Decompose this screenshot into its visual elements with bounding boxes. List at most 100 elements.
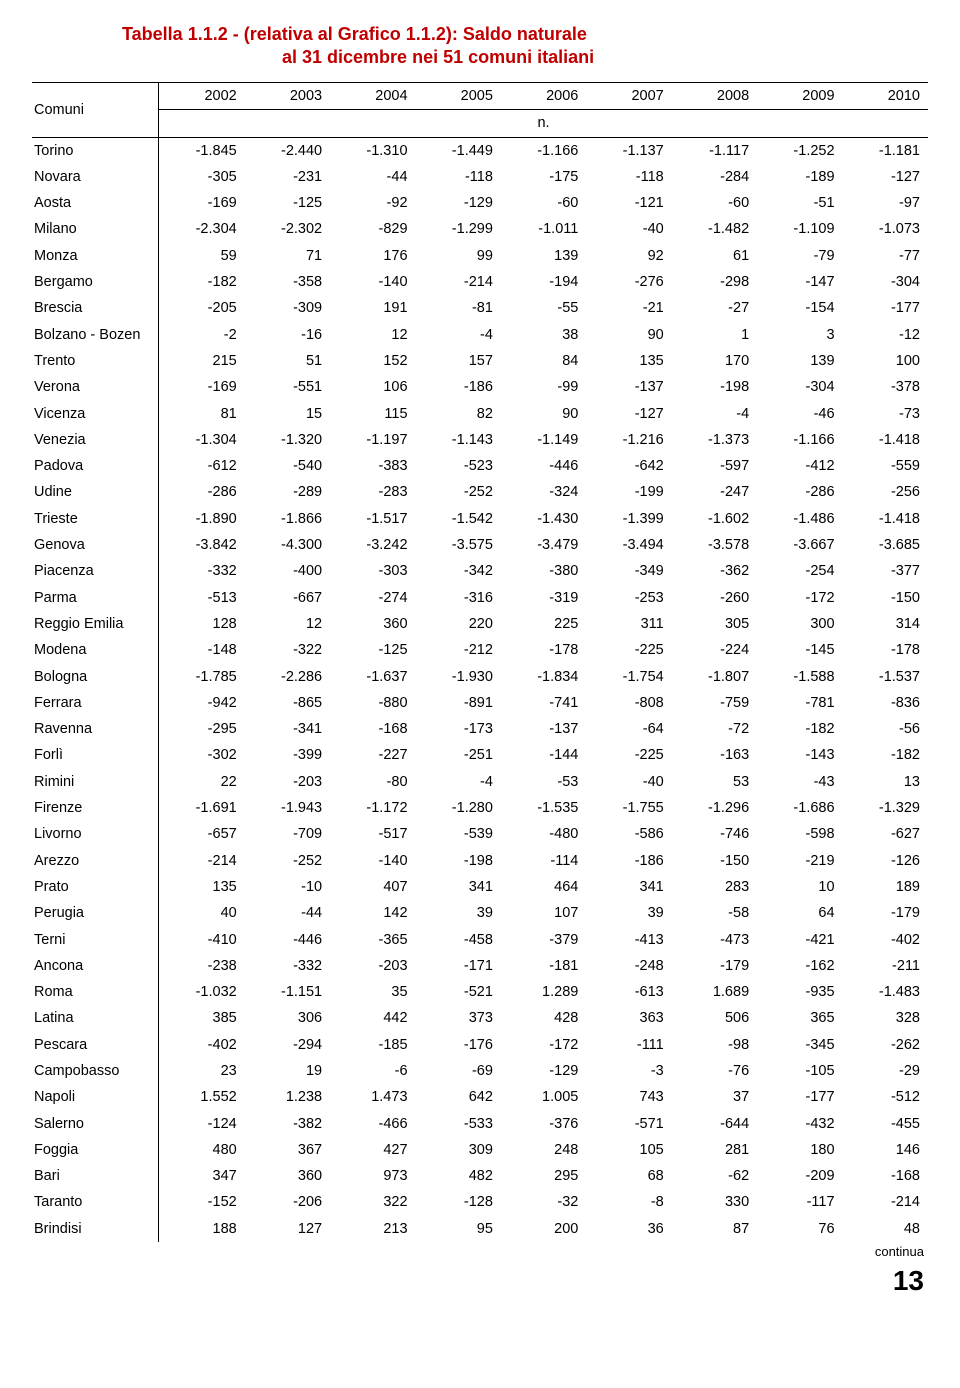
cell-value: -935 [757,979,842,1005]
cell-value: 128 [159,611,245,637]
table-row: Bologna-1.785-2.286-1.637-1.930-1.834-1.… [32,664,928,690]
cell-value: -154 [757,295,842,321]
cell-value: 157 [416,348,501,374]
cell-value: 13 [843,769,928,795]
cell-value: -214 [159,848,245,874]
cell-value: -644 [672,1111,757,1137]
cell-value: -540 [245,453,330,479]
cell-value: 40 [159,900,245,926]
header-unit-label: n. [159,110,929,137]
cell-value: -746 [672,821,757,847]
row-name: Venezia [32,427,159,453]
cell-value: -1.834 [501,664,586,690]
cell-value: -1.310 [330,137,415,164]
cell-value: -44 [330,164,415,190]
cell-value: 139 [501,243,586,269]
cell-value: -1.252 [757,137,842,164]
row-name: Bergamo [32,269,159,295]
table-row: Ferrara-942-865-880-891-741-808-759-781-… [32,690,928,716]
cell-value: 115 [330,401,415,427]
cell-value: -1.296 [672,795,757,821]
cell-value: -56 [843,716,928,742]
table-row: Parma-513-667-274-316-319-253-260-172-15… [32,585,928,611]
cell-value: -21 [586,295,671,321]
cell-value: -194 [501,269,586,295]
table-row: Modena-148-322-125-212-178-225-224-145-1… [32,637,928,663]
cell-value: -137 [501,716,586,742]
cell-value: -533 [416,1111,501,1137]
cell-value: -152 [159,1189,245,1215]
cell-value: -1.755 [586,795,671,821]
cell-value: -186 [416,374,501,400]
cell-value: -1.299 [416,216,501,242]
row-name: Bologna [32,664,159,690]
cell-value: 139 [757,348,842,374]
cell-value: -642 [586,453,671,479]
row-name: Forlì [32,742,159,768]
cell-value: 360 [330,611,415,637]
cell-value: -64 [586,716,671,742]
cell-value: 48 [843,1216,928,1242]
cell-value: -741 [501,690,586,716]
cell-value: -1.117 [672,137,757,164]
cell-value: -399 [245,742,330,768]
header-row-years: Comuni 200220032004200520062007200820092… [32,83,928,110]
row-name: Arezzo [32,848,159,874]
cell-value: -1.637 [330,664,415,690]
cell-value: -446 [245,927,330,953]
cell-value: -458 [416,927,501,953]
cell-value: 283 [672,874,757,900]
row-name: Bolzano - Bozen [32,322,159,348]
row-name: Milano [32,216,159,242]
cell-value: 385 [159,1005,245,1031]
cell-value: 64 [757,900,842,926]
cell-value: 68 [586,1163,671,1189]
cell-value: -298 [672,269,757,295]
cell-value: -512 [843,1084,928,1110]
cell-value: -111 [586,1032,671,1058]
cell-value: -4 [416,322,501,348]
table-row: Brescia-205-309191-81-55-21-27-154-177 [32,295,928,321]
cell-value: -2 [159,322,245,348]
row-name: Verona [32,374,159,400]
row-name: Terni [32,927,159,953]
cell-value: -211 [843,953,928,979]
cell-value: -3.575 [416,532,501,558]
row-name: Torino [32,137,159,164]
cell-value: 87 [672,1216,757,1242]
row-name: Udine [32,479,159,505]
cell-value: -171 [416,953,501,979]
table-row: Reggio Emilia12812360220225311305300314 [32,611,928,637]
header-year: 2003 [245,83,330,110]
cell-value: 35 [330,979,415,1005]
cell-value: -77 [843,243,928,269]
cell-value: -262 [843,1032,928,1058]
cell-value: -880 [330,690,415,716]
cell-value: 10 [757,874,842,900]
cell-value: -224 [672,637,757,663]
cell-value: 92 [586,243,671,269]
row-name: Bari [32,1163,159,1189]
table-row: Rimini22-203-80-4-53-4053-4313 [32,769,928,795]
cell-value: 1.689 [672,979,757,1005]
cell-value: -29 [843,1058,928,1084]
cell-value: 176 [330,243,415,269]
row-name: Firenze [32,795,159,821]
cell-value: 743 [586,1084,671,1110]
table-body: Torino-1.845-2.440-1.310-1.449-1.166-1.1… [32,137,928,1242]
cell-value: 642 [416,1084,501,1110]
cell-value: 373 [416,1005,501,1031]
cell-value: 442 [330,1005,415,1031]
cell-value: -1.373 [672,427,757,453]
table-row: Bergamo-182-358-140-214-194-276-298-147-… [32,269,928,295]
cell-value: -46 [757,401,842,427]
cell-value: -72 [672,716,757,742]
cell-value: -349 [586,558,671,584]
cell-value: -305 [159,164,245,190]
table-row: Latina385306442373428363506365328 [32,1005,928,1031]
cell-value: -60 [501,190,586,216]
header-year: 2009 [757,83,842,110]
cell-value: -173 [416,716,501,742]
cell-value: 305 [672,611,757,637]
cell-value: -2.302 [245,216,330,242]
